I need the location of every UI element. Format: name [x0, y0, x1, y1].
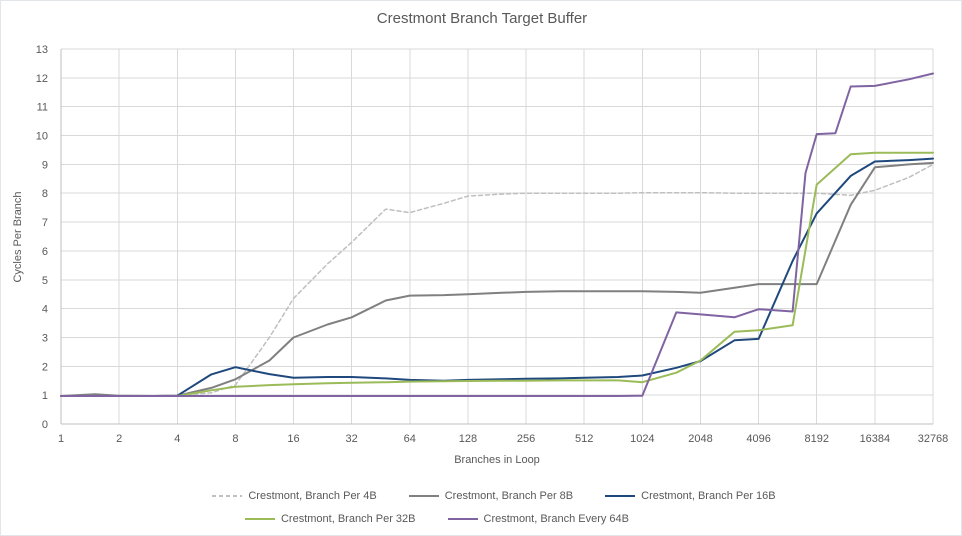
series-line-2 [60, 157, 934, 397]
legend-row: Crestmont, Branch Per 4B Crestmont, Branc… [13, 484, 962, 507]
svg-text:3: 3 [42, 332, 48, 344]
svg-text:32: 32 [346, 433, 358, 445]
svg-text:2: 2 [42, 361, 48, 373]
svg-text:512: 512 [575, 433, 593, 445]
series-line-1 [60, 161, 934, 397]
x-tick-labels: 1 2 4 8 16 32 64 128 256 512 1024 2048 4096 8192 16384… [58, 433, 948, 445]
svg-text:11: 11 [37, 102, 48, 114]
series-line-4 [60, 72, 934, 397]
legend-item: Crestmont, Branch Per 4B [212, 489, 377, 502]
svg-text:9: 9 [42, 159, 48, 171]
svg-text:16384: 16384 [860, 433, 891, 445]
svg-text:2048: 2048 [688, 433, 712, 445]
legend-item-label: Crestmont, Branch Per 32B [280, 512, 416, 525]
svg-text:256: 256 [517, 433, 535, 445]
svg-text:64: 64 [404, 433, 416, 445]
legend-line-sample [212, 494, 243, 497]
svg-text:1: 1 [58, 433, 64, 445]
legend-item-label: Crestmont, Branch Per 4B [248, 489, 377, 502]
legend-item-label: Crestmont, Branch Every 64B [483, 512, 630, 525]
svg-text:32768: 32768 [918, 433, 949, 445]
legend-line-sample [408, 494, 439, 497]
x-axis-title: Branches in Loop [454, 454, 540, 466]
legend-line-sample [605, 494, 636, 497]
legend-line-sample [244, 517, 275, 520]
y-axis-title: Cycles Per Branch [12, 191, 24, 283]
legend-row: Crestmont, Branch Per 32B Crestmont, Bran… [0, 507, 918, 530]
svg-text:12: 12 [36, 73, 48, 85]
svg-text:7: 7 [42, 217, 48, 229]
legend-item-label: Crestmont, Branch Per 16B [641, 489, 776, 502]
svg-text:128: 128 [459, 433, 477, 445]
svg-text:1: 1 [42, 390, 48, 402]
svg-text:4: 4 [42, 304, 48, 316]
svg-text:8192: 8192 [804, 433, 828, 445]
series-line-3 [60, 151, 934, 397]
svg-text:0: 0 [42, 419, 48, 431]
svg-text:2: 2 [116, 433, 122, 445]
legend-item: Crestmont, Branch Per 16B [605, 490, 776, 502]
svg-text:4096: 4096 [746, 433, 770, 445]
svg-text:1024: 1024 [630, 433, 654, 445]
chart-title: Crestmont Branch Target Buffer [376, 10, 588, 27]
legend-item: Crestmont, Branch Every 64B [447, 512, 630, 525]
svg-text:10: 10 [36, 131, 48, 143]
gridlines [60, 48, 934, 425]
legend: Crestmont, Branch Per 4B Crestmont, Branc… [1, 484, 962, 530]
svg-text:8: 8 [42, 188, 48, 200]
svg-text:5: 5 [42, 275, 48, 287]
legend-item: Crestmont, Branch Per 32B [244, 512, 416, 525]
svg-text:8: 8 [232, 433, 238, 445]
legend-item-label: Crestmont, Branch Per 8B [444, 489, 574, 502]
svg-text:6: 6 [42, 246, 48, 258]
svg-text:13: 13 [36, 44, 48, 56]
svg-text:16: 16 [287, 433, 299, 445]
legend-item: Crestmont, Branch Per 8B [408, 489, 574, 502]
legend-line-sample [447, 517, 478, 520]
svg-text:4: 4 [174, 433, 180, 445]
